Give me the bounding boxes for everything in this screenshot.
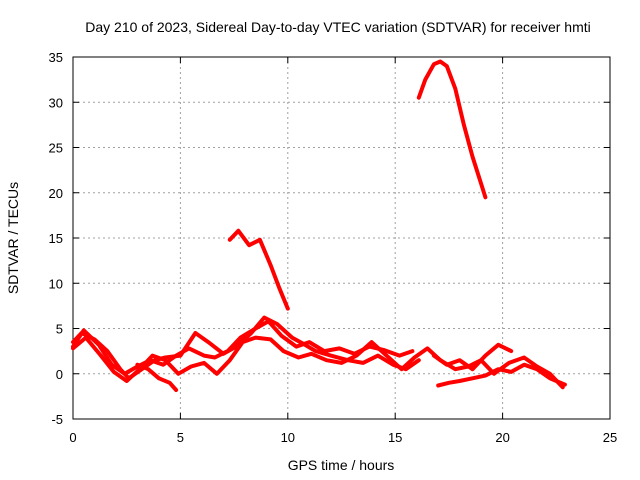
y-tick-label: 35 [49, 50, 63, 65]
series-track-4 [135, 362, 179, 392]
x-tick-label: 0 [69, 430, 76, 445]
x-tick-label: 15 [388, 430, 402, 445]
x-axis-label: GPS time / hours [288, 457, 395, 473]
data-series [71, 59, 567, 392]
y-axis-label: SDTVAR / TECUs [5, 182, 21, 294]
series-track-2 [71, 319, 415, 376]
x-tick-label: 20 [495, 430, 509, 445]
y-tick-label: 0 [56, 367, 63, 382]
y-tick-label: 30 [49, 95, 63, 110]
chart-title: Day 210 of 2023, Sidereal Day-to-day VTE… [85, 19, 591, 35]
series-track-6 [431, 342, 514, 372]
series-track-5 [436, 362, 567, 388]
series-track-7 [227, 228, 290, 311]
series-track-8 [416, 59, 488, 200]
grid [73, 57, 610, 419]
x-tick-label: 5 [177, 430, 184, 445]
y-tick-label: 10 [49, 276, 63, 291]
y-tick-label: -5 [51, 412, 63, 427]
y-tick-label: 5 [56, 322, 63, 337]
y-tick-label: 15 [49, 231, 63, 246]
y-tick-label: 25 [49, 141, 63, 156]
x-tick-label: 25 [603, 430, 617, 445]
x-tick-label: 10 [281, 430, 295, 445]
axis-ticks: 0 5 10 15 20 25 -5 0 5 10 15 20 25 30 35 [49, 50, 618, 445]
y-tick-label: 20 [49, 186, 63, 201]
